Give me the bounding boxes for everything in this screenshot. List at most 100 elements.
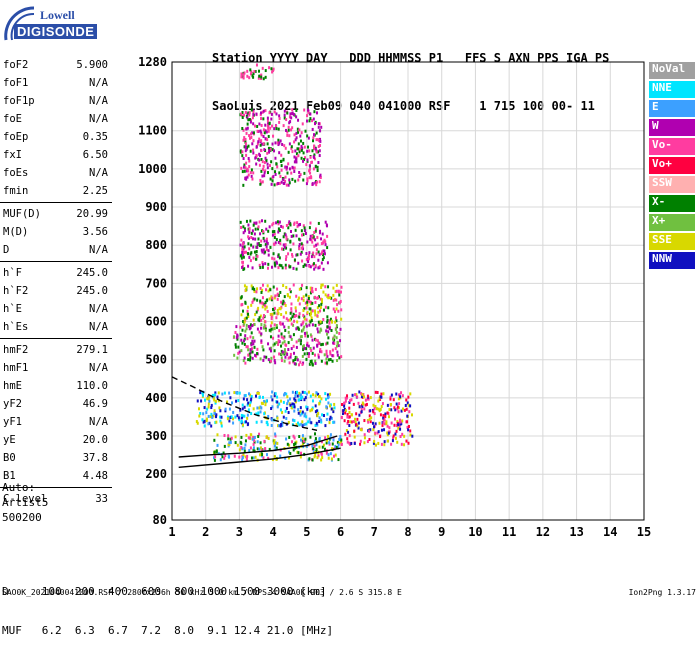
echo-point [305, 163, 308, 167]
echo-point [296, 224, 299, 228]
echo-point [268, 347, 271, 351]
echo-point [233, 335, 236, 339]
echo-point [280, 399, 283, 403]
auto-label: Auto: [2, 481, 36, 494]
echo-point [300, 242, 303, 246]
echo-point [251, 300, 254, 304]
echo-point [289, 397, 292, 401]
echo-point [216, 395, 219, 399]
echo-point [261, 296, 264, 300]
echo-point [268, 149, 271, 153]
echo-point [382, 416, 385, 420]
param-row: D N/A [0, 241, 112, 259]
echo-point [266, 124, 269, 128]
auto-version: 500200 [2, 511, 42, 524]
echo-point [363, 436, 366, 440]
echo-point [216, 433, 219, 437]
echo-point [327, 401, 330, 405]
x-tick-label: 13 [569, 525, 583, 539]
echo-point [201, 391, 204, 395]
echo-point [303, 352, 306, 356]
echo-point [239, 150, 242, 154]
echo-point [297, 326, 300, 330]
echo-point [267, 436, 270, 440]
echo-point [314, 122, 317, 126]
echo-point [247, 312, 250, 316]
echo-point [386, 411, 389, 415]
echo-point [248, 247, 251, 251]
echo-point [206, 407, 209, 411]
echo-point [289, 223, 292, 227]
echo-point [240, 75, 243, 79]
echo-point [295, 327, 298, 331]
echo-point [263, 399, 266, 403]
echo-point [307, 257, 310, 261]
echo-point [240, 419, 243, 423]
echo-point [290, 171, 293, 175]
echo-point [327, 358, 330, 362]
echo-point [345, 429, 348, 433]
echo-point [242, 76, 245, 80]
echo-point [334, 316, 337, 320]
echo-point [259, 453, 262, 457]
echo-point [262, 142, 265, 146]
echo-point [297, 118, 300, 122]
echo-point [303, 346, 306, 350]
echo-point [293, 155, 296, 159]
echo-point [286, 402, 289, 406]
echo-point [336, 350, 339, 354]
echo-point [293, 166, 296, 170]
echo-point [264, 75, 267, 79]
echo-point [306, 334, 309, 338]
echo-point [262, 358, 265, 362]
echo-point [285, 224, 288, 228]
echo-point [268, 111, 271, 115]
echo-point [278, 120, 281, 124]
echo-point [295, 160, 298, 164]
echo-point [270, 298, 273, 302]
echo-point [295, 267, 298, 271]
echo-point [312, 139, 315, 143]
legend-item: W [649, 119, 695, 136]
echo-point [251, 131, 254, 135]
echo-point [277, 222, 280, 226]
echo-point [399, 422, 402, 426]
echo-point [285, 417, 288, 421]
echo-point [312, 136, 315, 140]
echo-point [243, 145, 246, 149]
echo-point [377, 441, 380, 445]
echo-point [278, 116, 281, 120]
param-row: C-level 33 [0, 490, 112, 508]
echo-point [239, 220, 242, 224]
echo-point [264, 403, 267, 407]
echo-point [276, 141, 279, 145]
echo-point [335, 298, 338, 302]
echo-point [297, 411, 300, 415]
echo-point [266, 166, 269, 170]
echo-point [315, 443, 318, 447]
echo-point [315, 448, 318, 452]
echo-point [293, 169, 296, 173]
echo-point [219, 458, 222, 462]
echo-point [297, 298, 300, 302]
echo-point [358, 390, 361, 394]
echo-point [350, 441, 353, 445]
echo-point [304, 396, 307, 400]
echo-point [303, 439, 306, 443]
echo-point [334, 327, 337, 331]
echo-point [264, 129, 267, 133]
echo-point [309, 320, 312, 324]
echo-point [314, 313, 317, 317]
echo-point [244, 394, 247, 398]
echo-point [377, 407, 380, 411]
echo-point [207, 414, 210, 418]
echo-point [329, 358, 332, 362]
echo-point [241, 403, 244, 407]
echo-point [331, 442, 334, 446]
legend-item: Vo+ [649, 157, 695, 174]
echo-point [271, 142, 274, 146]
echo-point [307, 297, 310, 301]
echo-point [244, 110, 247, 114]
echo-point [290, 116, 293, 120]
echo-point [328, 441, 331, 445]
